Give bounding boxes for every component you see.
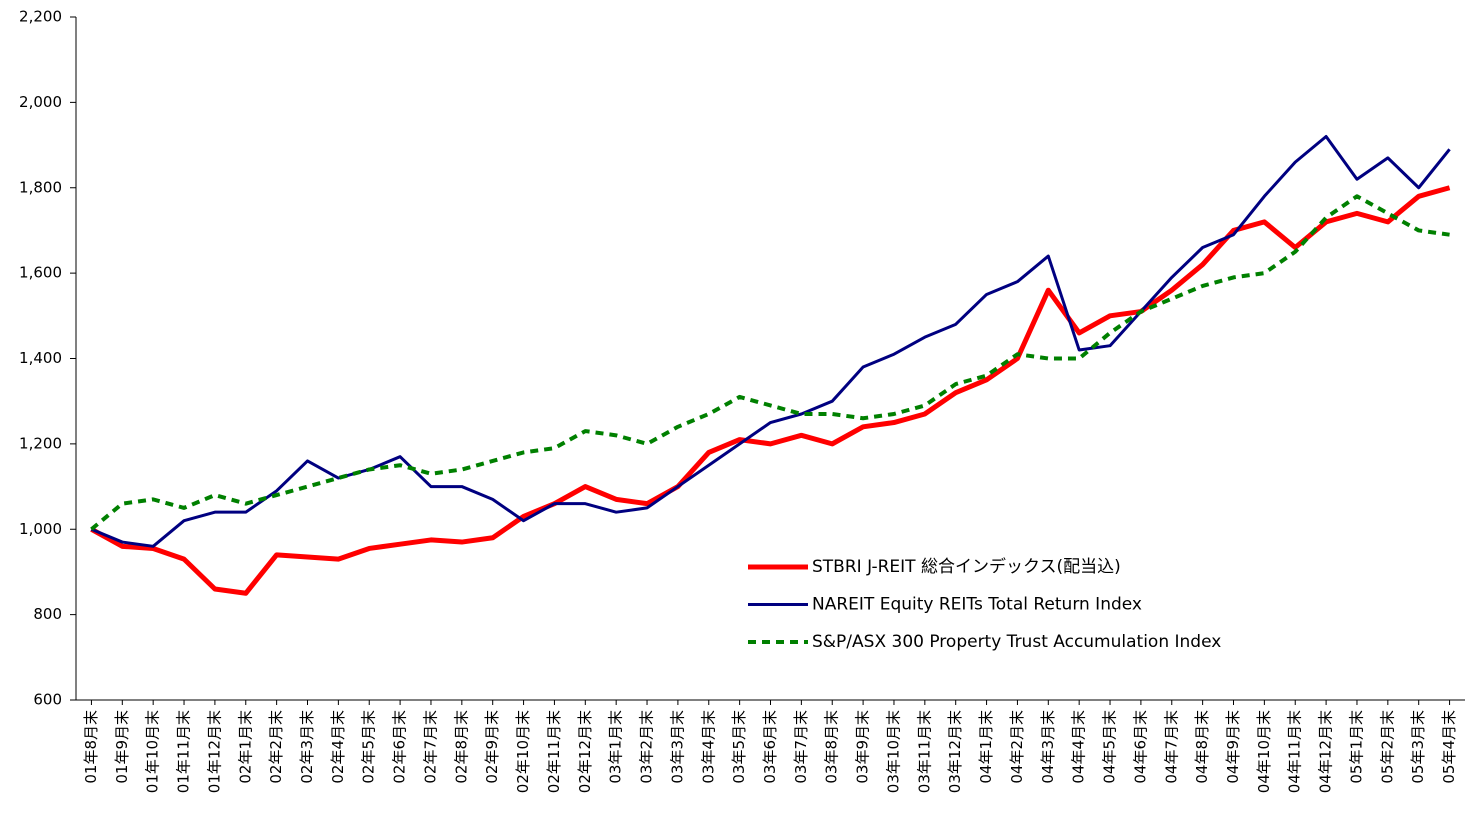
x-tick-label: 05年1月末 <box>1347 710 1365 784</box>
y-tick-label: 2,200 <box>19 8 62 26</box>
x-tick-label: 04年9月末 <box>1224 710 1242 784</box>
x-tick-label: 03年10月末 <box>884 710 902 793</box>
x-tick-label: 03年1月末 <box>607 710 625 784</box>
x-tick-label: 04年6月末 <box>1131 710 1149 784</box>
y-tick-label: 800 <box>33 605 62 623</box>
x-tick-label: 04年12月末 <box>1317 710 1335 793</box>
y-tick-label: 1,400 <box>19 349 62 367</box>
x-tick-label: 02年1月末 <box>236 710 254 784</box>
x-tick-label: 03年7月末 <box>792 710 810 784</box>
y-tick-label: 600 <box>33 691 62 709</box>
x-tick-label: 01年10月末 <box>144 710 162 793</box>
x-tick-label: 04年4月末 <box>1070 710 1088 784</box>
x-tick-label: 04年7月末 <box>1162 710 1180 784</box>
x-tick-label: 02年11月末 <box>545 710 563 793</box>
x-tick-label: 01年12月末 <box>205 710 223 793</box>
x-tick-label: 01年11月末 <box>175 710 193 793</box>
x-tick-label: 02年10月末 <box>514 710 532 793</box>
series-line <box>90 135 1451 548</box>
x-tick-label: 03年9月末 <box>854 710 872 784</box>
x-tick-label: 01年9月末 <box>113 710 131 784</box>
x-tick-label: 04年10月末 <box>1255 710 1273 793</box>
x-tick-label: 03年5月末 <box>730 710 748 784</box>
legend-label: NAREIT Equity REITs Total Return Index <box>812 595 1142 615</box>
x-tick-label: 03年2月末 <box>638 710 656 784</box>
x-tick-label: 03年12月末 <box>946 710 964 793</box>
x-tick-label: 05年2月末 <box>1378 710 1396 784</box>
x-tick-label: 02年3月末 <box>298 710 316 784</box>
x-tick-label: 03年4月末 <box>699 710 717 784</box>
x-tick-label: 04年1月末 <box>977 710 995 784</box>
x-tick-label: 04年2月末 <box>1008 710 1026 784</box>
x-tick-label: 03年8月末 <box>823 710 841 784</box>
x-tick-label: 02年2月末 <box>267 710 285 784</box>
x-tick-label: 03年3月末 <box>668 710 686 784</box>
legend-label: S&P/ASX 300 Property Trust Accumulation … <box>812 632 1221 652</box>
x-tick-label: 02年8月末 <box>452 710 470 784</box>
x-tick-label: 04年5月末 <box>1101 710 1119 784</box>
x-tick-label: 02年7月末 <box>421 710 439 784</box>
x-tick-label: 04年8月末 <box>1193 710 1211 784</box>
x-tick-label: 02年4月末 <box>329 710 347 784</box>
x-tick-label: 03年6月末 <box>761 710 779 784</box>
series-line <box>90 194 1450 531</box>
x-tick-label: 03年11月末 <box>915 710 933 793</box>
y-tick-label: 1,800 <box>19 178 62 196</box>
y-tick-label: 1,600 <box>19 264 62 282</box>
x-tick-label: 05年4月末 <box>1440 710 1458 784</box>
x-tick-label: 02年6月末 <box>391 710 409 784</box>
series-line <box>90 185 1451 596</box>
y-tick-label: 1,200 <box>19 434 62 452</box>
y-tick-label: 2,000 <box>19 93 62 111</box>
x-tick-label: 02年12月末 <box>576 710 594 793</box>
legend-label: STBRI J-REIT 総合インデックス(配当込) <box>812 556 1121 577</box>
y-tick-label: 1,000 <box>19 520 62 538</box>
x-tick-label: 02年9月末 <box>483 710 501 784</box>
x-tick-label: 04年11月末 <box>1286 710 1304 793</box>
x-tick-label: 02年5月末 <box>360 710 378 784</box>
x-tick-label: 01年8月末 <box>82 710 100 784</box>
x-tick-label: 05年3月末 <box>1409 710 1427 784</box>
x-tick-label: 04年3月末 <box>1039 710 1057 784</box>
